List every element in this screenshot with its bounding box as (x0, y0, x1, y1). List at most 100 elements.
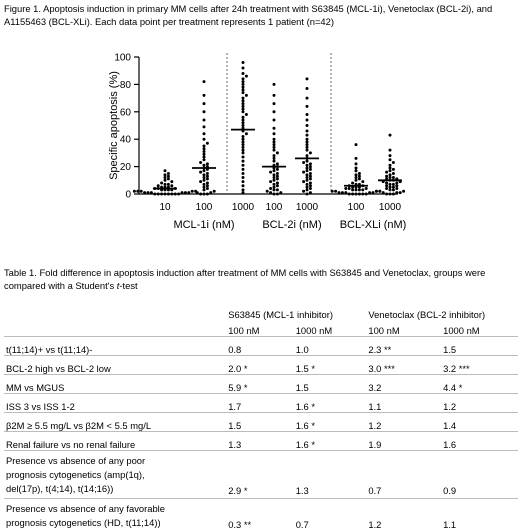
row-label-line: t(11;14)+ vs t(11;14)- (6, 344, 224, 355)
table-caption: Table 1. Fold difference in apoptosis in… (4, 266, 516, 292)
data-point (147, 191, 150, 194)
row-label-line: prognosis cytogenetics (HD, t(11;14)) (6, 516, 224, 530)
data-point (276, 162, 279, 165)
data-point (389, 173, 392, 176)
data-point (361, 180, 364, 183)
data-point (306, 173, 309, 176)
data-point (203, 173, 206, 176)
y-tick-label: 80 (120, 80, 132, 91)
data-point (242, 143, 245, 146)
data-point (309, 151, 312, 154)
x-tick-label: 100 (348, 202, 365, 213)
data-point (242, 191, 245, 194)
data-point (199, 180, 202, 183)
data-point (203, 158, 206, 161)
data-point (245, 132, 248, 135)
data-point (203, 102, 206, 105)
data-point (309, 187, 312, 190)
data-point (206, 182, 209, 185)
data-point (273, 146, 276, 149)
data-point (368, 191, 371, 194)
data-point (242, 102, 245, 105)
data-point (203, 138, 206, 141)
data-point (273, 132, 276, 135)
data-point (306, 183, 309, 186)
row-label-line: β2M ≥ 5.5 mg/L vs β2M < 5.5 mg/L (6, 420, 224, 431)
fold-value-cell: 2.0 * (226, 356, 293, 375)
data-point (306, 87, 309, 90)
fold-value-cell: 1.6 * (294, 413, 367, 432)
header-empty (4, 301, 226, 320)
data-point (206, 184, 209, 187)
data-point (273, 179, 276, 182)
row-label-line: Renal failure vs no renal failure (6, 439, 224, 450)
row-label: Renal failure vs no renal failure (4, 432, 226, 451)
data-point (389, 149, 392, 152)
data-point (365, 187, 368, 190)
fold-value-cell: 1.2 (441, 394, 518, 413)
data-point (191, 190, 194, 193)
header-empty (4, 320, 226, 337)
data-point (306, 124, 309, 127)
data-point (276, 168, 279, 171)
data-point (302, 161, 305, 164)
data-point (242, 83, 245, 86)
data-point (242, 135, 245, 138)
row-label: t(11;14)+ vs t(11;14)- (4, 337, 226, 356)
data-point (392, 188, 395, 191)
table-header-drugs: S63845 (MCL-1 inhibitor) Venetoclax (BCL… (4, 301, 518, 320)
fold-value-cell: 1.6 (441, 432, 518, 451)
data-point (199, 193, 202, 196)
data-point (306, 113, 309, 116)
fold-value-cell: 2.3 ** (366, 337, 441, 356)
x-tick-label: 1000 (296, 202, 319, 213)
data-point (331, 190, 334, 193)
data-point (273, 94, 276, 97)
data-point (358, 177, 361, 180)
data-point (276, 175, 279, 178)
data-point (170, 184, 173, 187)
data-point (203, 147, 206, 150)
data-point (203, 193, 206, 196)
data-point (338, 191, 341, 194)
data-point (344, 187, 347, 190)
data-point (167, 183, 170, 186)
data-point (242, 88, 245, 91)
y-tick-label: 60 (120, 107, 132, 118)
data-point (245, 113, 248, 116)
data-point (136, 190, 139, 193)
data-point (164, 169, 167, 172)
data-point (206, 193, 209, 196)
data-point (206, 175, 209, 178)
y-axis-label: Specific apoptosis (%) (108, 71, 120, 180)
data-point (160, 193, 163, 196)
data-point (203, 164, 206, 167)
header-1000nm: 1000 nM (441, 320, 518, 337)
data-point (389, 176, 392, 179)
y-tick-label: 40 (120, 135, 132, 146)
group-label: BCL-2i (nM) (262, 219, 321, 231)
data-point (389, 188, 392, 191)
data-point (361, 188, 364, 191)
data-point (181, 191, 184, 194)
data-point (344, 191, 347, 194)
data-point (351, 193, 354, 196)
data-point (306, 138, 309, 141)
data-point (358, 193, 361, 196)
data-point (309, 172, 312, 175)
data-point (242, 77, 245, 80)
data-point (392, 161, 395, 164)
data-point (269, 180, 272, 183)
fold-value-cell: 0.7 (366, 451, 441, 499)
header-1000nm: 1000 nM (294, 320, 367, 337)
fold-value-cell: 0.7 (294, 499, 367, 532)
data-point (306, 129, 309, 132)
data-point (242, 110, 245, 113)
data-point (242, 97, 245, 100)
data-point (242, 72, 245, 75)
data-point (242, 66, 245, 69)
data-point (273, 83, 276, 86)
data-point (157, 184, 160, 187)
